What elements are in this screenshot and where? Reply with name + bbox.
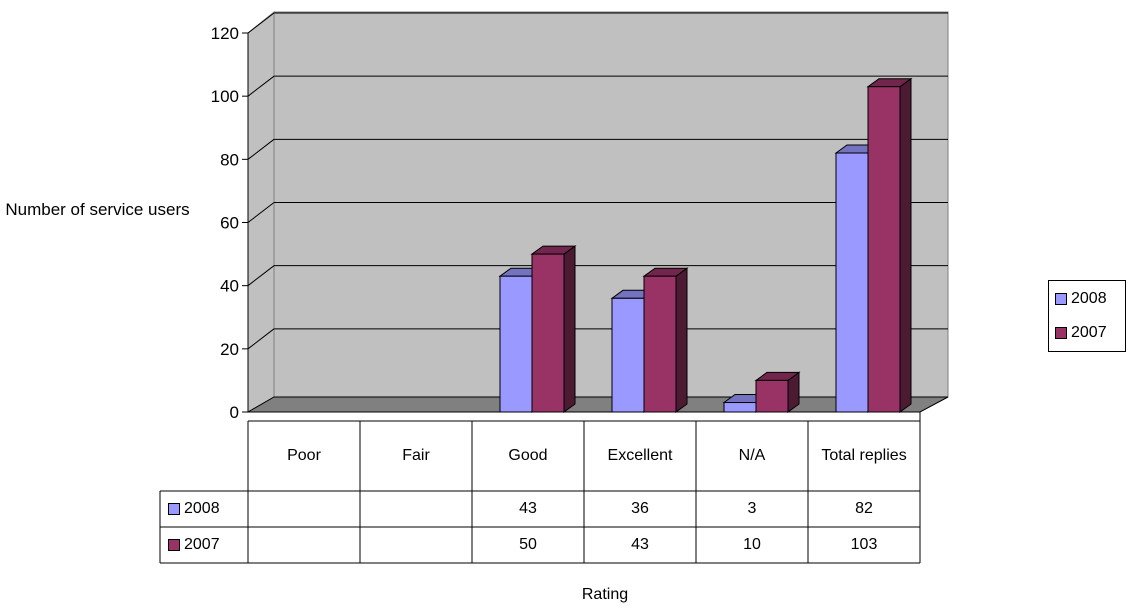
legend-label-2008: 2008	[1071, 290, 1107, 307]
x-axis-label: Rating	[581, 586, 629, 603]
bar-2008-5	[835, 152, 869, 413]
gridline-side-60	[247, 202, 275, 223]
y-tick-label-20: 20	[220, 340, 239, 359]
bar-2007-5	[867, 86, 901, 413]
gridline-side-120	[247, 12, 275, 34]
table-swatch-2007	[168, 539, 180, 551]
table-row-header-2007: 2007	[168, 527, 220, 563]
legend-label-2007: 2007	[1071, 324, 1107, 341]
table-value-2007-0	[248, 527, 360, 563]
gridline-side-20	[247, 328, 275, 350]
table-value-2008-3: 36	[631, 500, 649, 517]
table-swatch-2008	[168, 503, 180, 515]
gridline-side-40	[247, 265, 275, 287]
category-label-3: Excellent	[607, 447, 673, 464]
category-label-5: Total replies	[821, 447, 907, 464]
y-axis-label: Number of service users	[5, 200, 190, 219]
category-label-1: Fair	[402, 447, 430, 464]
y-tick-label-40: 40	[220, 277, 239, 296]
y-tick-label-100: 100	[211, 87, 239, 106]
legend-swatch-2007	[1055, 327, 1067, 339]
legend-swatch-2008	[1055, 293, 1067, 305]
bar-side-2007-3	[675, 267, 688, 413]
table-value-2008-0	[248, 491, 360, 527]
y-tick-label-0: 0	[230, 403, 239, 422]
table-row-label-2007: 2007	[184, 536, 220, 553]
bar-2008-4	[723, 402, 757, 413]
table-value-2007-1	[360, 527, 472, 563]
y-tick-label-120: 120	[211, 24, 239, 43]
bar-2007-4	[755, 379, 789, 413]
table-value-2007-3: 43	[631, 536, 649, 553]
legend-entry-2007: 2007	[1055, 323, 1107, 343]
table-value-2008-4: 3	[747, 500, 757, 517]
legend: 2008 2007	[1048, 280, 1126, 352]
table-row-header-2008: 2008	[168, 491, 220, 527]
table-row-label-2008: 2008	[184, 500, 220, 517]
table-value-2008-2: 43	[519, 500, 537, 517]
bar-2007-2	[531, 253, 565, 413]
table-value-2007-2: 50	[519, 536, 537, 553]
bar-2008-3	[611, 297, 645, 413]
bar-side-2007-5	[899, 77, 912, 413]
y-tick-label-60: 60	[220, 214, 239, 233]
table-value-2008-1	[360, 491, 472, 527]
table-value-2008-5: 82	[855, 500, 873, 517]
legend-entry-2008: 2008	[1055, 289, 1107, 309]
bar-2008-2	[499, 275, 533, 413]
category-label-4: N/A	[738, 447, 766, 464]
table-value-2007-5: 103	[850, 536, 878, 553]
category-label-2: Good	[508, 447, 548, 464]
bar-2007-3	[643, 275, 677, 413]
gridline-side-80	[247, 138, 275, 160]
gridline-side-100	[247, 75, 275, 97]
bar-side-2007-2	[563, 245, 576, 413]
table-value-2007-4: 10	[743, 536, 761, 553]
y-tick-label-80: 80	[220, 150, 239, 169]
category-label-0: Poor	[287, 447, 321, 464]
